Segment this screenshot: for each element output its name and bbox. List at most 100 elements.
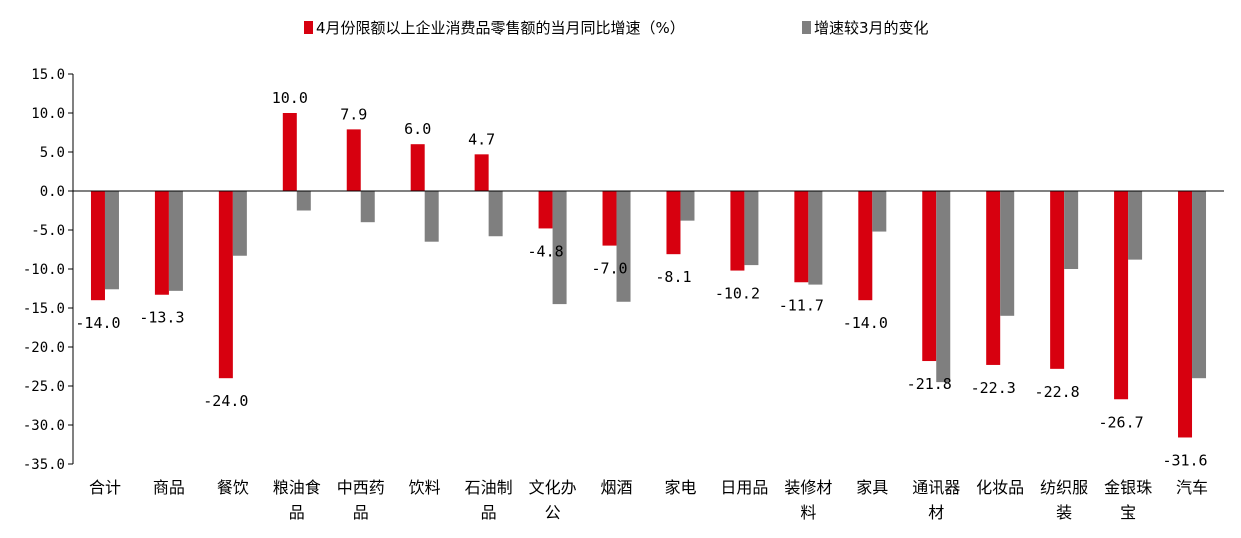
bar-sales-growth	[1114, 191, 1129, 400]
x-tick-label: 装修材	[784, 478, 832, 497]
y-tick-label: -30.0	[23, 418, 65, 434]
bar-sales-growth	[218, 191, 233, 379]
bar-change-vs-march	[232, 191, 247, 256]
bar-sales-growth	[1050, 191, 1065, 369]
x-tick-label: 品	[289, 503, 305, 522]
data-label: -26.7	[1099, 413, 1144, 431]
bar-change-vs-march	[360, 191, 375, 223]
x-tick-label: 金银珠	[1104, 478, 1152, 497]
bar-change-vs-march	[488, 191, 503, 237]
x-tick-label: 文化办	[529, 478, 577, 497]
bar-change-vs-march	[296, 191, 311, 211]
data-label: -24.0	[203, 392, 248, 410]
data-label: -14.0	[843, 314, 888, 332]
bar-change-vs-march	[744, 191, 759, 266]
bar-sales-growth	[538, 191, 553, 229]
x-tick-label: 石油制	[465, 478, 513, 497]
bar-change-vs-march	[104, 191, 119, 290]
bar-change-vs-march	[808, 191, 823, 285]
legend: 4月份限额以上企业消费品零售额的当月同比增速（%） 增速较3月的变化	[304, 19, 929, 37]
legend-swatch-change-vs-march	[802, 21, 811, 34]
x-tick-label: 日用品	[720, 478, 768, 497]
bar-change-vs-march	[1128, 191, 1143, 260]
x-tick-label: 装	[1056, 503, 1072, 522]
x-tick-label: 饮料	[409, 478, 441, 497]
x-tick-label: 汽车	[1176, 478, 1208, 497]
data-labels: -14.0 -13.3 -24.0 10.0 7.9 6.0 4.7 -4.8 -7.0 -8.1…	[75, 89, 1207, 469]
x-tick-label: 宝	[1120, 503, 1136, 522]
data-label: -14.0	[75, 314, 120, 332]
x-tick-label: 材	[928, 503, 944, 522]
x-tick-label: 中西药	[337, 478, 385, 497]
bar-sales-growth	[922, 191, 937, 362]
bar-change-vs-march	[1000, 191, 1015, 316]
bar-sales-growth	[346, 129, 361, 191]
x-tick-label: 公	[545, 503, 561, 522]
y-tick-label: -10.0	[23, 262, 65, 278]
bar-change-vs-march	[1064, 191, 1079, 269]
data-label: 7.9	[340, 105, 367, 123]
bar-change-vs-march	[424, 191, 439, 242]
bar-sales-growth	[154, 191, 169, 295]
legend-label-change-vs-march: 增速较3月的变化	[814, 19, 929, 37]
bars	[90, 113, 1207, 438]
x-tick-label: 化妆品	[976, 478, 1024, 497]
bar-change-vs-march	[680, 191, 695, 221]
x-tick-label: 品	[353, 503, 369, 522]
data-label: 6.0	[404, 120, 431, 138]
data-label: -21.8	[907, 375, 952, 393]
bar-sales-growth	[410, 144, 425, 191]
y-tick-label: 0.0	[40, 184, 65, 200]
data-label: -8.1	[655, 268, 691, 286]
x-tick-label: 粮油食	[273, 478, 321, 497]
bar-sales-growth	[666, 191, 681, 255]
bar-change-vs-march	[552, 191, 567, 305]
bar-sales-growth	[602, 191, 617, 246]
y-tick-label: 5.0	[40, 145, 65, 161]
x-tick-label: 料	[800, 503, 816, 522]
bar-change-vs-march	[616, 191, 631, 302]
bar-sales-growth	[730, 191, 745, 271]
data-label: -11.7	[779, 296, 824, 314]
y-tick-label: -20.0	[23, 340, 65, 356]
bar-change-vs-march	[936, 191, 951, 383]
bar-sales-growth	[474, 154, 489, 191]
data-label: 10.0	[272, 89, 308, 107]
x-tick-label: 烟酒	[601, 478, 633, 497]
x-tick-label: 商品	[153, 478, 185, 497]
data-label: -22.3	[971, 379, 1016, 397]
legend-label-sales-growth: 4月份限额以上企业消费品零售额的当月同比增速（%）	[316, 19, 685, 37]
y-tick-label: -15.0	[23, 301, 65, 317]
y-tick-label: -35.0	[23, 457, 65, 473]
legend-swatch-sales-growth	[304, 21, 313, 34]
y-tick-label: -5.0	[31, 223, 65, 239]
data-label: -4.8	[528, 242, 564, 260]
y-tick-label: -25.0	[23, 379, 65, 395]
bar-change-vs-march	[872, 191, 887, 232]
data-label: -31.6	[1162, 451, 1207, 469]
x-tick-label: 品	[481, 503, 497, 522]
y-axis: 15.0 10.0 5.0 0.0 -5.0 -10.0 -15.0 -20.0 -25.0 -3…	[23, 67, 74, 473]
bar-change-vs-march	[168, 191, 183, 291]
x-tick-label: 餐饮	[217, 478, 249, 497]
bar-sales-growth	[282, 113, 297, 191]
bar-sales-growth	[858, 191, 873, 301]
x-tick-label: 纺织服	[1040, 478, 1088, 497]
bar-sales-growth	[1178, 191, 1193, 438]
x-tick-label: 通讯器	[912, 478, 960, 497]
bar-sales-growth	[90, 191, 105, 301]
data-label: -7.0	[591, 260, 627, 278]
data-label: -13.3	[139, 309, 184, 327]
data-label: 4.7	[468, 130, 495, 148]
y-tick-label: 15.0	[31, 67, 65, 83]
bar-sales-growth	[986, 191, 1001, 365]
bar-change-vs-march	[1192, 191, 1207, 379]
bar-sales-growth	[794, 191, 809, 283]
data-label: -10.2	[715, 285, 760, 303]
data-label: -22.8	[1035, 383, 1080, 401]
x-tick-label: 家电	[664, 478, 696, 497]
y-tick-label: 10.0	[31, 106, 65, 122]
x-tick-label: 合计	[89, 478, 121, 497]
